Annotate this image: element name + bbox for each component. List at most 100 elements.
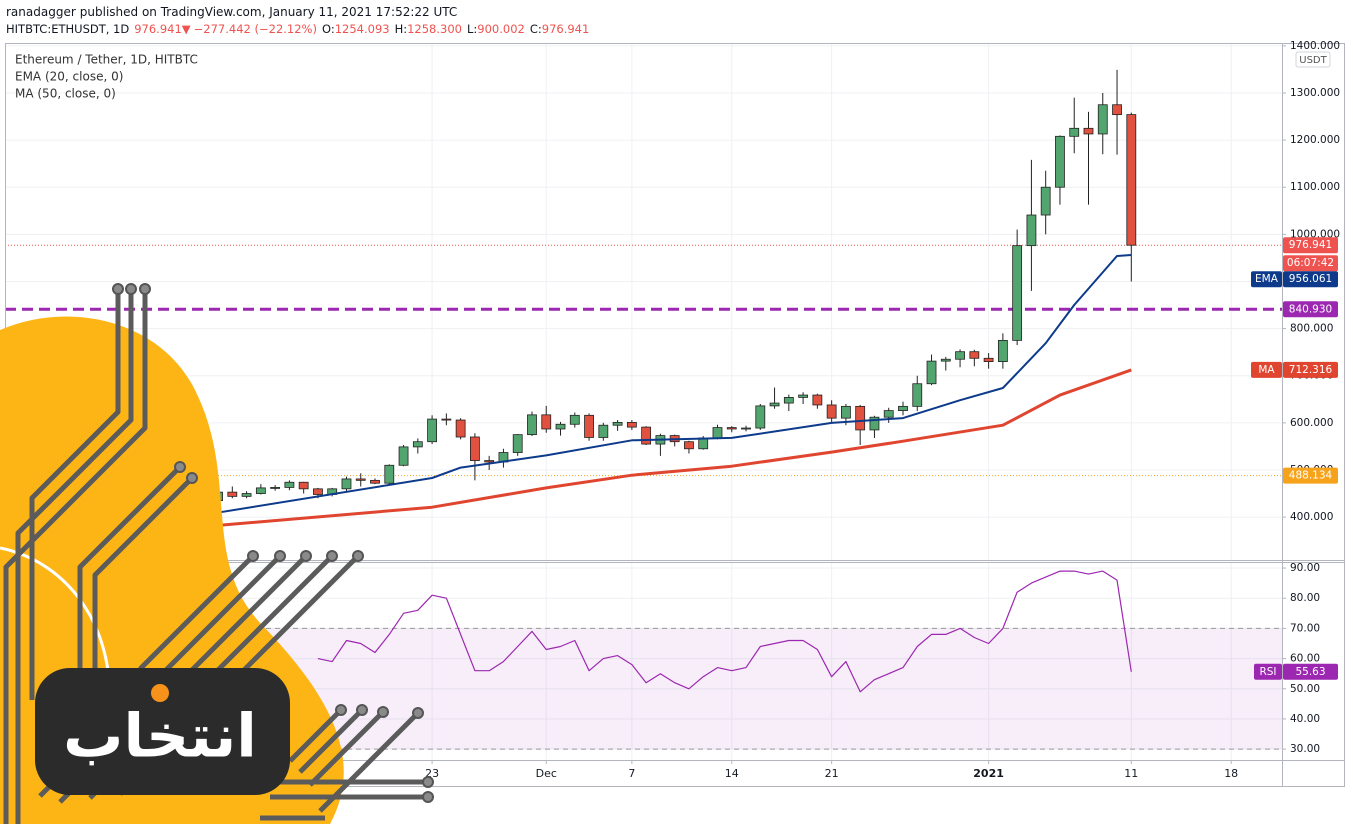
- candle-body: [270, 487, 281, 489]
- countdown-box: [1283, 255, 1338, 272]
- candle-body: [584, 414, 594, 438]
- series-line: [160, 254, 1132, 523]
- series-tag-box: [1251, 271, 1282, 288]
- candle-body: [783, 397, 794, 404]
- candle-body: [741, 427, 751, 430]
- series-tag: MA: [1258, 364, 1275, 376]
- last-price-label: 976.941: [1289, 239, 1332, 251]
- y-tick-label: 600.000: [1290, 417, 1333, 429]
- candle-body: [1083, 127, 1094, 135]
- candle-body: [641, 426, 652, 445]
- candle-body: [370, 479, 380, 484]
- y-tick-label: 1200.000: [1290, 134, 1340, 146]
- pane: [5, 43, 1282, 560]
- candle-body: [684, 441, 694, 450]
- candle-body: [412, 441, 423, 448]
- level-label-box: [1283, 301, 1338, 318]
- x-tick-label: 18: [1224, 767, 1238, 780]
- level-label: 840.930: [1289, 303, 1332, 315]
- series-line: [160, 368, 1132, 532]
- candle-body: [955, 351, 965, 360]
- candle-body: [1097, 104, 1108, 135]
- ohlc-label: C:: [530, 22, 542, 36]
- series-tag-box: [1254, 663, 1282, 680]
- candle-body: [769, 402, 780, 407]
- candle-body: [441, 418, 452, 421]
- series-tag: RSI: [1259, 666, 1276, 678]
- candle-body: [855, 405, 866, 431]
- candle-body: [255, 487, 266, 494]
- y-tick-label: 70.00: [1290, 622, 1320, 634]
- x-tick-label: Dec: [536, 767, 557, 780]
- candle-body: [940, 358, 951, 362]
- ohlc-label: O:: [322, 22, 335, 36]
- series-last-value-box: [1283, 663, 1338, 680]
- candle-body: [1055, 135, 1065, 188]
- series-last-value: 712.316: [1289, 364, 1333, 376]
- candle-body: [569, 414, 580, 425]
- axis-labels: 400.000500.000600.000700.000800.000900.0…: [425, 40, 1340, 780]
- candle-body: [826, 404, 837, 419]
- level-label-box: [1283, 467, 1338, 484]
- y-tick-label: 50.00: [1290, 683, 1320, 695]
- direction: ▼: [182, 22, 191, 36]
- last: 976.941: [134, 22, 182, 36]
- change: −277.442 (−22.12%): [194, 22, 317, 36]
- x-tick-label: 21: [825, 767, 839, 780]
- candle-body: [812, 394, 823, 406]
- series-last-value: 55.63: [1295, 666, 1325, 678]
- header-line: ranadagger published on TradingView.com, …: [6, 5, 457, 19]
- candle-body: [527, 414, 537, 436]
- watermark: انتخاب: [0, 283, 434, 824]
- y-tick-label: 90.00: [1290, 562, 1320, 574]
- ohlc-value: 1254.093: [335, 22, 390, 36]
- last-price-label-box: [1283, 237, 1338, 254]
- header-quote: HITBTC:ETHUSDT, 1D 976.941▼ −277.442 (−22.…: [6, 22, 589, 36]
- candle-body: [1112, 104, 1122, 116]
- candle-body: [755, 405, 766, 429]
- y-tick-label: 80.00: [1290, 592, 1320, 604]
- series-tag-box: [1251, 361, 1282, 378]
- x-tick-label: 7: [628, 767, 635, 780]
- candle-body: [712, 427, 723, 439]
- candle-body: [912, 383, 923, 407]
- y-tick-label: 800.000: [1290, 323, 1333, 335]
- candle-body: [883, 410, 894, 418]
- legend-title: Ethereum / Tether, 1D, HITBTC: [15, 53, 198, 67]
- candle-body: [983, 357, 994, 362]
- author: ranadagger: [6, 5, 76, 19]
- candle-body: [612, 421, 623, 426]
- y-tick-label: 40.00: [1290, 713, 1320, 725]
- ohlc-label: H:: [395, 22, 408, 36]
- candle-body: [341, 478, 352, 490]
- candle-body: [427, 418, 437, 443]
- legend-entry: MA (50, close, 0): [15, 87, 116, 101]
- candle-body: [898, 405, 908, 412]
- countdown: 06:07:42: [1287, 257, 1334, 269]
- candle-body: [241, 493, 252, 497]
- candle-body: [969, 351, 980, 359]
- series-last-value-box: [1283, 361, 1338, 378]
- symbol: HITBTC:ETHUSDT, 1D: [6, 22, 129, 36]
- y-tick-label: 60.00: [1290, 653, 1320, 665]
- candle-body: [313, 488, 323, 495]
- y-tick-label: 1300.000: [1290, 87, 1340, 99]
- series-last-value-box: [1283, 271, 1338, 288]
- candle-body: [355, 478, 366, 481]
- x-tick-label: 14: [725, 767, 739, 780]
- candle-body: [398, 446, 409, 466]
- candle-body: [227, 491, 238, 497]
- y-tick-label: 30.00: [1290, 743, 1320, 755]
- candle-body: [1126, 114, 1137, 246]
- candle-body: [926, 360, 937, 385]
- candle-body: [598, 424, 609, 438]
- series-tag: EMA: [1255, 273, 1279, 285]
- candle-body: [384, 464, 395, 484]
- ohlc-value: 1258.300: [407, 22, 462, 36]
- candle-body: [1012, 245, 1023, 341]
- currency: USDT: [1299, 55, 1327, 66]
- candle-body: [484, 460, 495, 463]
- candle-body: [1026, 214, 1037, 247]
